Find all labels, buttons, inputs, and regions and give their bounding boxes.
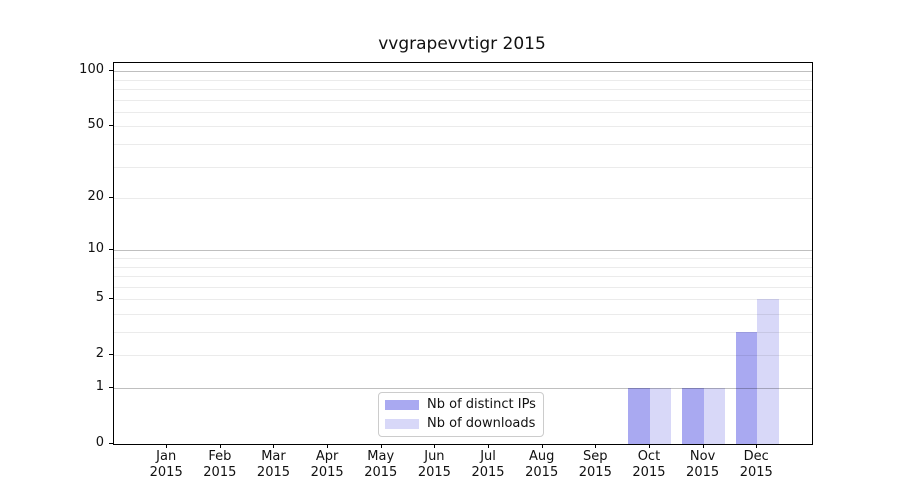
x-tick-label-year: 2015	[310, 465, 344, 480]
x-tick-label-year: 2015	[417, 465, 451, 480]
x-tick-mark-sep	[595, 444, 597, 448]
y-tick-label-2: 2	[95, 346, 104, 362]
y-tick-mark-5	[109, 298, 113, 300]
y-tick-label-1: 1	[95, 379, 104, 394]
x-tick-label-month: Nov	[689, 449, 716, 464]
x-tick-label-month: Jan	[156, 449, 177, 464]
y-tick-label-10: 10	[87, 241, 104, 257]
x-tick-mark-jun	[434, 444, 436, 448]
legend-label-distinct-ips: Nb of distinct IPs	[427, 397, 536, 412]
x-tick-mark-jul	[488, 444, 490, 448]
x-tick-label-feb: Feb 2015	[190, 449, 250, 481]
x-tick-label-may: May 2015	[351, 449, 411, 481]
x-tick-label-oct: Oct 2015	[619, 449, 679, 481]
y-tick-label-0: 0	[95, 435, 104, 450]
chart-title: vvgrapevvtigr 2015	[378, 34, 546, 54]
bar-oct-s1	[649, 388, 672, 444]
legend-swatch-downloads	[385, 419, 419, 429]
y-tick-mark-10	[109, 249, 113, 251]
x-tick-label-jun: Jun 2015	[404, 449, 464, 481]
y-tick-mark-100	[109, 70, 113, 72]
x-tick-label-month: Aug	[528, 449, 555, 464]
x-tick-label-month: Sep	[583, 449, 608, 464]
y-tick-label-50: 50	[87, 117, 104, 133]
legend-swatch-distinct-ips	[385, 400, 419, 410]
legend-item-distinct-ips: Nb of distinct IPs	[385, 398, 537, 412]
x-tick-mark-feb	[219, 444, 221, 448]
legend: Nb of distinct IPs Nb of downloads	[378, 392, 544, 437]
y-tick-mark-50	[109, 125, 113, 127]
x-tick-label-month: Apr	[315, 449, 339, 464]
x-tick-label-jul: Jul 2015	[458, 449, 518, 481]
y-tick-label-5: 5	[95, 290, 104, 306]
x-tick-label-month: Jun	[424, 449, 445, 464]
y-tick-mark-1	[109, 387, 113, 388]
y-tick-label-20: 20	[87, 189, 104, 205]
x-tick-label-dec: Dec 2015	[726, 449, 786, 481]
x-tick-label-year: 2015	[471, 465, 505, 480]
x-tick-label-year: 2015	[525, 465, 559, 480]
bar-dec-s0	[735, 332, 758, 444]
y-tick-mark-20	[109, 197, 113, 199]
x-tick-label-month: Oct	[637, 449, 661, 464]
x-tick-label-year: 2015	[203, 465, 237, 480]
bar-nov-s1	[703, 388, 726, 444]
x-tick-label-month: Jul	[480, 449, 496, 464]
x-tick-label-nov: Nov 2015	[673, 449, 733, 481]
x-tick-label-month: May	[367, 449, 395, 464]
x-tick-label-month: Mar	[261, 449, 286, 464]
legend-item-downloads: Nb of downloads	[385, 417, 537, 431]
x-tick-label-month: Feb	[208, 449, 232, 464]
x-tick-label-year: 2015	[739, 465, 773, 480]
x-tick-mark-apr	[327, 444, 329, 448]
x-tick-label-year: 2015	[256, 465, 291, 480]
x-tick-label-year: 2015	[686, 465, 720, 480]
x-tick-mark-jan	[166, 444, 168, 448]
y-tick-mark-0	[109, 443, 113, 444]
y-tick-label-100: 100	[79, 62, 104, 78]
bar-dec-s1	[757, 299, 779, 444]
legend-label-downloads: Nb of downloads	[427, 416, 536, 431]
x-tick-label-mar: Mar 2015	[243, 449, 303, 481]
x-tick-mark-dec	[756, 444, 758, 448]
x-tick-label-aug: Aug 2015	[512, 449, 572, 481]
x-tick-label-month: Dec	[743, 449, 769, 464]
x-tick-label-sep: Sep 2015	[565, 449, 625, 481]
bars-layer	[114, 63, 812, 444]
x-tick-label-apr: Apr 2015	[297, 449, 357, 481]
x-tick-mark-mar	[273, 444, 275, 448]
x-tick-label-year: 2015	[578, 465, 612, 480]
bar-nov-s0	[682, 388, 704, 444]
x-tick-mark-nov	[702, 444, 704, 448]
x-tick-label-jan: Jan 2015	[136, 449, 196, 481]
x-tick-label-year: 2015	[632, 465, 666, 480]
x-tick-mark-may	[380, 444, 382, 448]
bar-oct-s0	[628, 388, 650, 444]
x-tick-mark-oct	[648, 444, 650, 448]
x-tick-label-year: 2015	[149, 465, 183, 480]
x-tick-mark-aug	[541, 444, 543, 448]
x-tick-label-year: 2015	[364, 465, 398, 480]
plot-area	[113, 62, 813, 445]
y-tick-mark-2	[109, 354, 113, 356]
